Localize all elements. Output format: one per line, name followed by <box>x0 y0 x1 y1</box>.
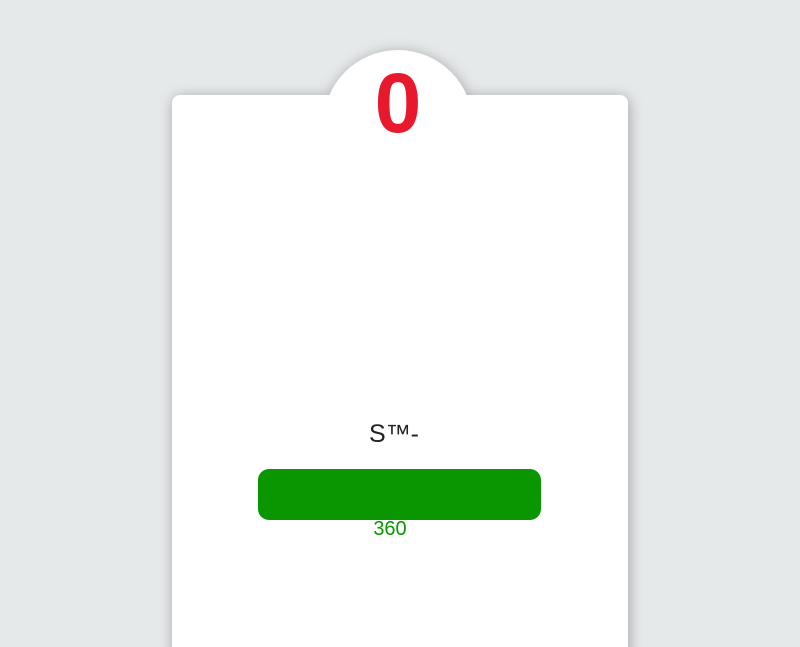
card <box>172 95 628 647</box>
counter-value: 0 <box>374 56 422 150</box>
action-button[interactable] <box>258 469 541 520</box>
product-label: S™- <box>369 420 419 448</box>
button-value-label: 360 <box>373 518 407 540</box>
